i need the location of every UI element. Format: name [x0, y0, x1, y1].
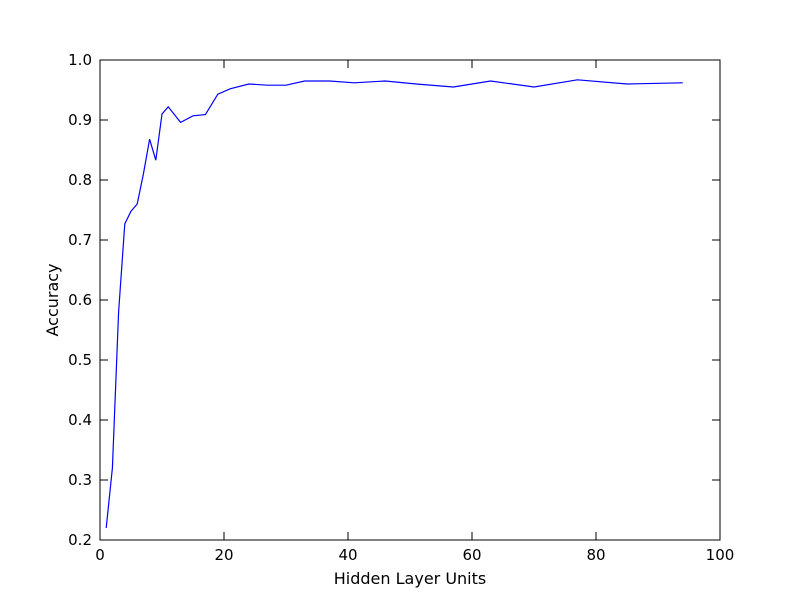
y-tick-label: 1.0 [68, 51, 92, 69]
x-tick-label: 20 [214, 546, 233, 564]
x-axis-label: Hidden Layer Units [334, 569, 486, 588]
plot-frame [99, 59, 721, 541]
series-line [105, 79, 683, 529]
y-tick-label: 0.5 [68, 351, 92, 369]
y-tick-label: 0.7 [68, 231, 92, 249]
x-tick-label: 60 [462, 546, 481, 564]
y-tick-label: 0.2 [68, 531, 92, 549]
y-tick-label: 0.8 [68, 171, 92, 189]
x-tick-label: 40 [338, 546, 357, 564]
series-layer [105, 79, 683, 529]
y-axis-label: Accuracy [43, 263, 62, 336]
y-tick-label: 0.4 [68, 411, 92, 429]
x-tick-label: 80 [586, 546, 605, 564]
y-tick-label: 0.3 [68, 471, 92, 489]
x-tick-label: 100 [706, 546, 735, 564]
y-tick-label: 0.6 [68, 291, 92, 309]
x-tick-label: 0 [95, 546, 105, 564]
y-tick-label: 0.9 [68, 111, 92, 129]
